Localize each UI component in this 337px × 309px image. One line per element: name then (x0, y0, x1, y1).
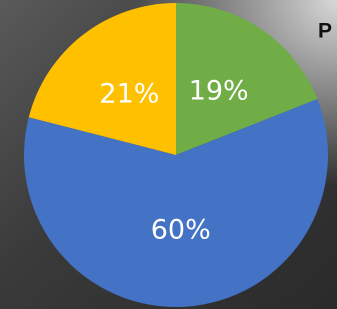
data-label: 60% (151, 214, 211, 245)
page: {"chart_data": {"type": "pie", "title": … (0, 0, 337, 309)
data-label: 19% (189, 76, 249, 107)
chart: 19% 60% 21% P (0, 0, 337, 309)
pie: 19% 60% 21% (24, 3, 328, 307)
data-label: 21% (99, 78, 159, 109)
chart-title: P (318, 20, 332, 43)
